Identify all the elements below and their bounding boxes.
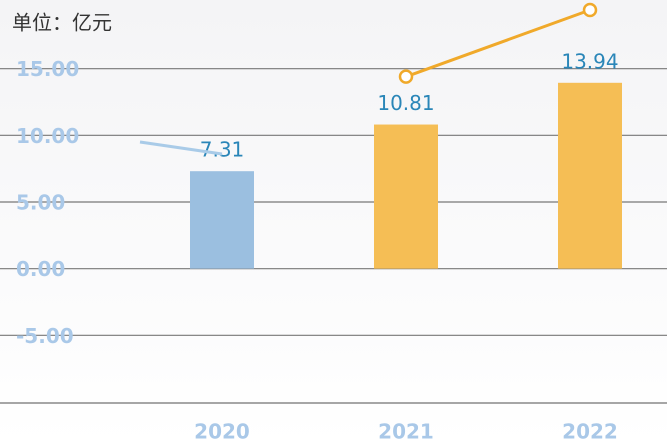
- value-label: 13.94: [561, 49, 618, 73]
- value-label: 10.81: [377, 91, 434, 115]
- line-point: [582, 2, 598, 18]
- line-stub: [139, 140, 223, 156]
- bar: [374, 124, 438, 269]
- x-tick-label: 2022: [562, 420, 618, 444]
- y-tick-label: 15.00: [16, 57, 79, 81]
- y-tick-label: 5.00: [16, 191, 65, 215]
- x-tick-label: 2021: [378, 420, 434, 444]
- value-label: 7.31: [200, 138, 245, 162]
- bar: [190, 171, 254, 269]
- x-tick-label: 2020: [194, 420, 250, 444]
- y-tick-label: -5.00: [16, 324, 74, 348]
- y-tick-label: 10.00: [16, 124, 79, 148]
- line-point: [398, 69, 414, 84]
- y-tick-label: 0.00: [16, 257, 65, 281]
- line-segment: [405, 8, 591, 79]
- bar: [558, 82, 622, 269]
- chart-title: 单位：亿元: [12, 11, 112, 35]
